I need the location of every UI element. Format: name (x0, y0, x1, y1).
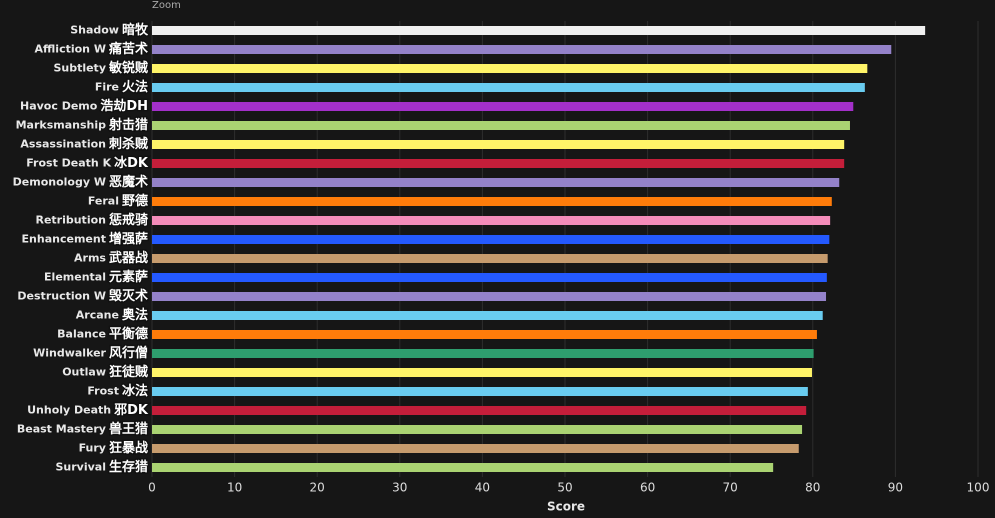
spec-label: 射击猎 (108, 117, 148, 133)
spec-label: 平衡德 (109, 326, 148, 342)
bar (152, 444, 799, 453)
spec-label: 生存猎 (109, 459, 148, 475)
spec-label: 狂暴战 (109, 440, 148, 456)
x-tick-label: 0 (148, 481, 156, 495)
y-tick-label: Balance (57, 328, 106, 341)
y-tick-label: Beast Mastery (17, 423, 106, 436)
spec-label: 增强萨 (109, 231, 148, 247)
x-tick-label: 30 (392, 481, 407, 495)
spec-label: 风行僧 (109, 345, 148, 361)
spec-label: 痛苦术 (108, 41, 148, 57)
spec-label: 毁灭术 (109, 288, 148, 304)
bar (152, 26, 926, 35)
y-tick-label: Windwalker (33, 347, 106, 360)
zoom-label: Zoom (152, 0, 181, 11)
bar (152, 273, 827, 282)
y-tick-label: Havoc Demo (20, 100, 98, 113)
y-tick-label: Survival (56, 461, 106, 474)
spec-label: 刺杀贼 (109, 136, 148, 152)
y-tick-label: Elemental (44, 271, 106, 284)
bar (152, 425, 803, 434)
y-tick-label: Affliction W (35, 43, 106, 56)
y-tick-label: Fury (79, 442, 106, 455)
x-tick-label: 20 (310, 481, 325, 495)
bar (152, 102, 854, 111)
bar (152, 45, 892, 54)
bar (152, 140, 845, 149)
spec-label: 兽王猎 (109, 421, 148, 437)
y-tick-label: Subtlety (53, 62, 106, 75)
y-tick-label: Assassination (20, 138, 106, 151)
spec-label: 武器战 (109, 250, 148, 266)
spec-label: 元素萨 (109, 269, 148, 285)
x-tick-label: 90 (888, 481, 903, 495)
y-tick-label: Frost (87, 385, 119, 398)
spec-label: 浩劫DH (100, 98, 148, 114)
bar (152, 330, 817, 339)
spec-label: 奥法 (122, 307, 148, 323)
spec-label: 冰法 (122, 383, 148, 399)
y-tick-label: Marksmanship (16, 119, 107, 132)
bar (152, 159, 845, 168)
bar (152, 121, 850, 130)
bar (152, 292, 827, 301)
y-tick-label: Unholy Death (27, 404, 111, 417)
bar (152, 83, 865, 92)
spec-label: 野德 (122, 193, 148, 209)
y-tick-label: Shadow (70, 24, 119, 37)
bar (152, 178, 840, 187)
bar (152, 216, 831, 225)
spec-label: 恶魔术 (109, 174, 148, 190)
y-tick-label: Demonology W (13, 176, 106, 189)
spec-label: 冰DK (114, 155, 149, 171)
bar (152, 254, 828, 263)
spec-label: 惩戒骑 (109, 212, 148, 228)
y-tick-label: Enhancement (22, 233, 106, 246)
y-tick-label: Outlaw (62, 366, 106, 379)
y-tick-label: Destruction W (17, 290, 106, 303)
x-tick-label: 80 (805, 481, 820, 495)
x-tick-label: 60 (640, 481, 655, 495)
bar (152, 197, 832, 206)
spec-label: 火法 (122, 79, 148, 95)
bar (152, 311, 823, 320)
x-tick-label: 100 (967, 481, 990, 495)
bar (152, 64, 868, 73)
y-tick-label: Retribution (35, 214, 106, 227)
x-tick-label: 50 (557, 481, 572, 495)
y-tick-label: Fire (95, 81, 119, 94)
spec-label: 邪DK (113, 403, 149, 418)
y-tick-label: Arms (74, 252, 106, 265)
bar (152, 387, 808, 396)
spec-label: 敏锐贼 (108, 60, 148, 76)
spec-label: 狂徒贼 (109, 364, 148, 380)
spec-label: 暗牧 (122, 22, 149, 38)
bar (152, 349, 814, 358)
x-tick-label: 70 (723, 481, 738, 495)
bar (152, 235, 830, 244)
y-tick-label: Frost Death K (26, 157, 111, 170)
x-tick-label: 10 (227, 481, 242, 495)
x-axis-label: Score (547, 500, 585, 514)
bar (152, 463, 774, 472)
bar (152, 406, 807, 415)
y-tick-label: Feral (88, 195, 119, 208)
bar (152, 368, 812, 377)
x-tick-label: 40 (475, 481, 490, 495)
y-tick-label: Arcane (76, 309, 119, 322)
